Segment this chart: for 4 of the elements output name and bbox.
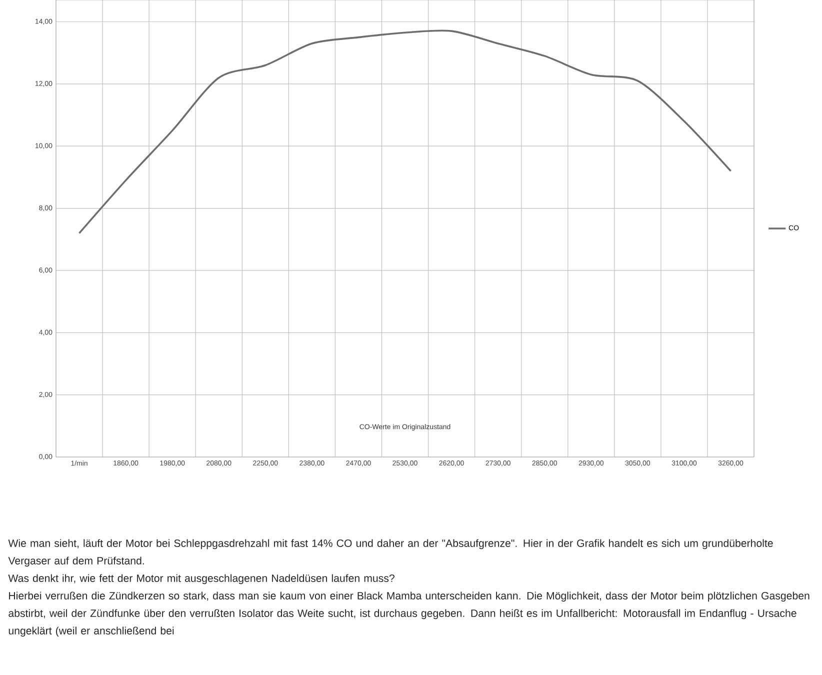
text: Was denkt ihr, wie fett der Motor mit ausgeschlagenen Nadeldüsen laufen muss? xyxy=(8,574,394,584)
text: Hierbei verrußen die Zündkerzen so stark, dass man sie kaum von einer Black Mamba unterscheiden kann. Die Möglichkeit, dass der Motor beim plötzlichen Gasgeben abstirbt, weil der Zündfunke über den verrußten Isolator das Weite sucht, ist durchaus gegeben. Dann heißt es im Unfallbericht: Motorausfall im Endanflug - Ursache ungeklärt (weil er anschließend bei xyxy=(8,592,810,637)
line-series xyxy=(78,30,732,234)
text: Wie man sieht, läuft der Motor bei Schleppgasdrehzahl mit fast 14% CO und daher an der "Absaufgrenze". Hier in der Grafik handelt es sich um grundüberholte Vergaser auf dem Prüfstand. xyxy=(8,539,773,567)
